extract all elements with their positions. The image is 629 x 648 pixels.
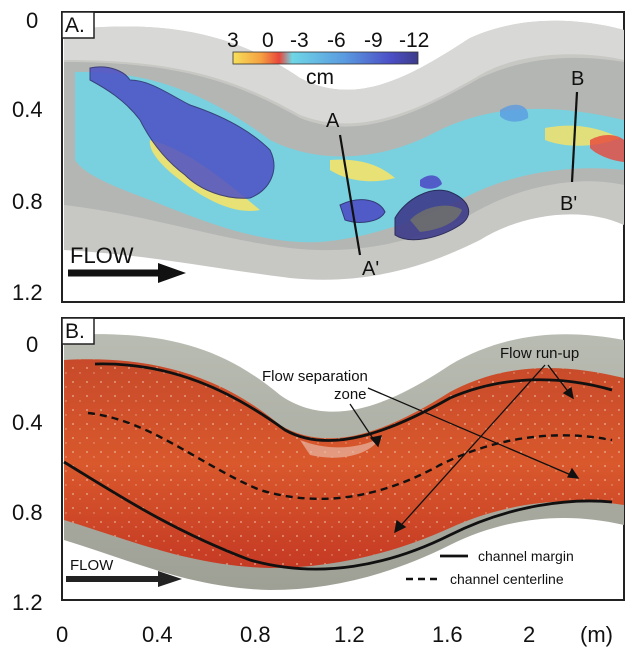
panel-a-label-box [61,11,95,39]
panel-a-label: A. [65,14,85,37]
separation-highlight [300,438,380,458]
flow-label-a: FLOW [70,243,134,268]
panel-a-y-tick-2: 0.8 [12,189,43,214]
channel-centerline [87,411,613,500]
section-line-bb [570,91,579,183]
colorbar-tick-3: -3 [290,29,309,52]
scour-pool-dark [410,205,462,232]
annotation-separation-line1: Flow separation [262,368,368,385]
panel-b-x-tick-1: 0.4 [142,622,173,647]
panel-b-label-box [61,317,95,345]
scour-pool-1 [89,66,275,199]
annotation-runup: Flow run-up [500,345,579,362]
panel-b-y-tick-2: 0.8 [12,500,43,525]
annotation-separation-line2: zone [334,386,367,403]
panel-a-y-tick-1: 0.4 [12,97,43,122]
colorbar-ticks: 3 0 -3 -6 -9 -12 [227,29,429,52]
panel-b-x-tick-5: 2 [523,622,535,647]
colorbar [232,51,419,65]
panel-b-x-tick-2: 0.8 [240,622,271,647]
runup-arrowhead-1 [394,519,407,534]
section-line-aa [338,134,362,256]
panel-b-y-tick-1: 0.4 [12,410,43,435]
flow-arrow-head-b [158,571,182,587]
scour-pool-5 [500,104,529,122]
panel-a-y-tick-0: 0 [26,8,38,33]
panel-a: A A' B B' 3 0 -3 -6 -9 -12 cm A. FLOW 0 … [12,8,625,305]
colorbar-tick-6: -12 [399,29,429,52]
flow-arrow-head-a [158,263,186,283]
flow-label-b: FLOW [70,557,114,574]
separation-arrowhead-1 [369,435,382,448]
panel-b-x-unit: (m) [580,622,613,647]
panel-b: Flow separation zone Flow run-up B. FLOW… [12,317,625,647]
panel-b-x-tick-4: 1.6 [432,622,463,647]
section-label-b: B [571,68,584,90]
section-label-a: A [326,110,340,132]
bank-top-a [64,20,624,124]
channel-margin-top [94,362,613,442]
panel-b-x-axis: 0 0.4 0.8 1.2 1.6 2 (m) [56,622,613,647]
separation-arrow-2 [367,387,579,479]
channel-speckle-b [64,359,624,568]
legend-centerline-label: channel centerline [450,571,564,587]
panel-b-y-axis: 0 0.4 0.8 1.2 [12,332,43,615]
colorbar-tick-4: -6 [327,29,346,52]
colorbar-tick-5: -9 [364,29,383,52]
separation-arrowhead-2 [566,467,580,479]
section-label-a-prime: A' [362,258,379,280]
channel-margin-bottom [63,460,613,571]
colorbar-tick-2: 0 [262,29,274,52]
legend-margin-label: channel margin [478,548,574,564]
panel-b-y-tick-3: 1.2 [12,590,43,615]
runup-arrow-1 [394,364,546,533]
legend: channel margin channel centerline [406,548,574,587]
scour-pool-4 [420,175,442,189]
panel-b-x-tick-0: 0 [56,622,68,647]
panel-b-label: B. [65,320,85,343]
colorbar-unit: cm [306,66,334,89]
panel-a-y-tick-3: 1.2 [12,280,43,305]
panel-a-y-axis: 0 0.4 0.8 1.2 [12,8,43,305]
panel-b-y-tick-0: 0 [26,332,38,357]
section-label-b-prime: B' [560,193,577,215]
colorbar-tick-1: 3 [227,29,239,52]
panel-b-x-tick-3: 1.2 [334,622,365,647]
annotation-arrows [349,364,580,534]
deposition-patch-4 [590,135,624,162]
runup-arrowhead-2 [562,386,574,400]
